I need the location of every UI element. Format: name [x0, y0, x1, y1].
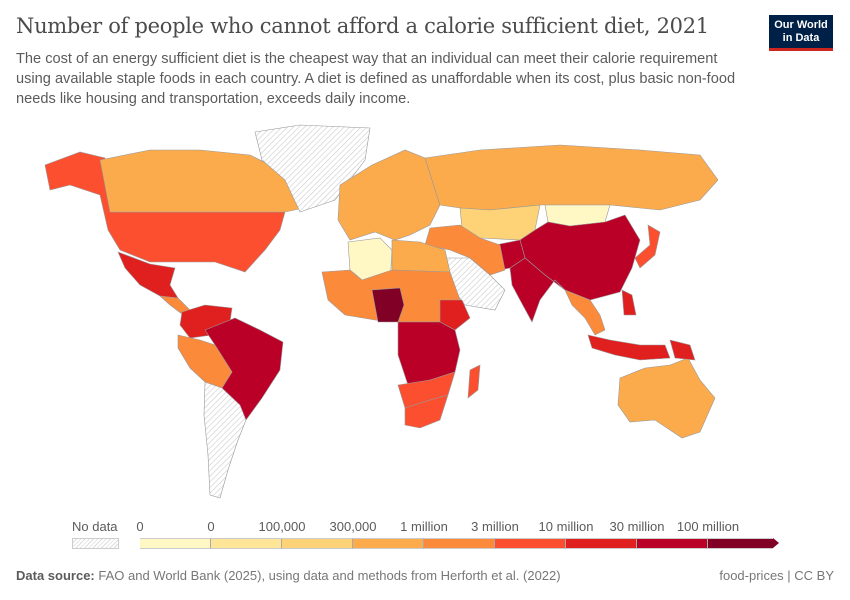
legend-tick-label: 10 million — [538, 519, 594, 534]
legend-tick-label: 100,000 — [258, 519, 306, 534]
data-source: Data source: FAO and World Bank (2025), … — [16, 568, 561, 583]
legend-arrow — [773, 538, 779, 548]
map-region-india[interactable] — [509, 257, 566, 323]
map-region-ethiopia[interactable] — [439, 299, 471, 331]
map-region-nigeria[interactable] — [371, 287, 405, 323]
legend-no-data-swatch — [72, 538, 119, 549]
map-region-philippines[interactable] — [621, 289, 637, 316]
owid-logo[interactable]: Our World in Data — [769, 15, 833, 51]
chart-title: Number of people who cannot afford a cal… — [16, 14, 709, 38]
legend-bin[interactable] — [495, 538, 566, 549]
legend-tick-label: 30 million — [609, 519, 665, 534]
map-region-north-africa[interactable] — [391, 239, 451, 273]
legend-bin[interactable] — [282, 538, 353, 549]
map-region-madagascar[interactable] — [467, 364, 481, 399]
license-link[interactable]: food-prices | CC BY — [719, 568, 834, 583]
legend-tick-label: 1 million — [400, 519, 448, 534]
map-region-papua-new-guinea[interactable] — [669, 339, 696, 361]
legend-bin[interactable] — [140, 538, 211, 549]
legend-bin[interactable] — [353, 538, 424, 549]
map-region-europe[interactable] — [337, 149, 441, 241]
map-region-argentina-chile[interactable] — [203, 381, 247, 499]
legend-tick-label: 100 million — [676, 519, 740, 534]
map-region-indonesia[interactable] — [587, 334, 671, 361]
map-region-russia[interactable] — [424, 144, 719, 211]
legend-tick-label: 0 — [136, 519, 144, 534]
map-region-australia[interactable] — [617, 357, 716, 439]
legend-bin[interactable] — [424, 538, 495, 549]
legend-bin[interactable] — [566, 538, 637, 549]
chart-subtitle: The cost of an energy sufficient diet is… — [16, 51, 736, 107]
legend-no-data-label: No data — [72, 519, 118, 534]
map-region-southeast-asia[interactable] — [564, 289, 606, 336]
legend-bin[interactable] — [708, 538, 773, 549]
source-text: FAO and World Bank (2025), using data an… — [98, 568, 561, 583]
source-label: Data source: — [16, 568, 95, 583]
map-legend: No data 0 0 100,000 300,000 1 million 3 milli… — [0, 515, 850, 555]
map-region-south-africa[interactable] — [404, 394, 449, 429]
legend-tick-label: 0 — [207, 519, 215, 534]
legend-bin[interactable] — [211, 538, 282, 549]
world-map — [44, 124, 719, 499]
legend-tick-label: 3 million — [471, 519, 519, 534]
legend-bin[interactable] — [637, 538, 708, 549]
map-region-japan[interactable] — [634, 224, 661, 269]
legend-tick-label: 300,000 — [329, 519, 377, 534]
